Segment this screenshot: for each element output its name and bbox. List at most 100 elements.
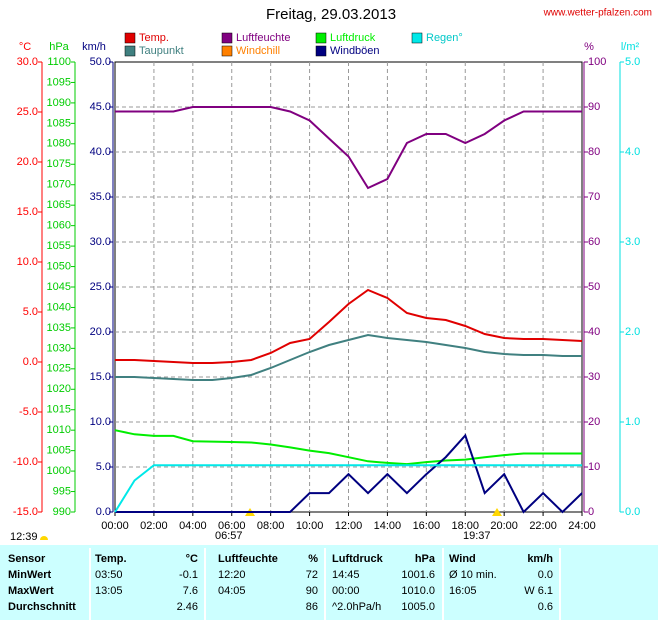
table-header: Luftdruck [332, 553, 384, 565]
table-header: Wind [449, 553, 476, 565]
y-tick-label: 1045 [47, 281, 71, 293]
x-tick-label: 20:00 [490, 520, 518, 532]
y-tick-label: 10.0 [90, 416, 111, 428]
table-cell: Ø 10 min. [449, 569, 497, 581]
table-cell: 90 [306, 585, 318, 597]
x-tick-label: 18:00 [451, 520, 479, 532]
table-cell: 1005.0 [401, 601, 435, 613]
row-label: MaxWert [8, 585, 54, 597]
y-tick-label: 0.0 [23, 356, 38, 368]
series-line [115, 106, 582, 190]
x-tick-label: 00:00 [101, 520, 129, 532]
table-cell: -0.1 [179, 569, 198, 581]
y-tick-label: 1040 [47, 301, 71, 313]
x-tick-label: 24:00 [568, 520, 596, 532]
y-tick-label: 1.0 [625, 416, 640, 428]
legend-label: Windchill [236, 45, 280, 57]
table-header: Sensor [8, 553, 46, 565]
legend-swatch [221, 45, 233, 57]
y-tick-label: 10 [588, 461, 600, 473]
x-tick-label: 08:00 [257, 520, 285, 532]
series-line [114, 464, 582, 513]
table-cell: W 6.1 [524, 585, 553, 597]
y-tick-label: 1080 [47, 138, 71, 150]
y-tick-label: 50.0 [90, 56, 111, 68]
table-cell: 13:05 [95, 585, 123, 597]
x-tick-label: 02:00 [140, 520, 168, 532]
y-tick-label: 3.0 [625, 236, 640, 248]
y-tick-label: 1000 [47, 465, 71, 477]
table-cell: 0.6 [538, 601, 553, 613]
series-line [115, 333, 582, 381]
moon-label: 12:39 [10, 531, 38, 543]
axis-unit: hPa [49, 41, 69, 53]
x-tick-label: 22:00 [529, 520, 557, 532]
table-cell: 86 [306, 601, 318, 613]
y-tick-label: 50 [588, 281, 600, 293]
y-tick-label: 1010 [47, 424, 71, 436]
y-tick-label: 20 [588, 416, 600, 428]
legend-swatch [124, 32, 136, 44]
y-tick-label: 4.0 [625, 146, 640, 158]
y-tick-label: 1005 [47, 445, 71, 457]
y-tick-label: 90 [588, 101, 600, 113]
legend-swatch [411, 32, 423, 44]
series-line [114, 429, 582, 466]
y-tick-label: 990 [53, 506, 71, 518]
y-tick-label: 15.0 [90, 371, 111, 383]
legend-label: Temp. [139, 32, 169, 44]
table-cell: 0.0 [538, 569, 553, 581]
y-tick-label: 5.0 [625, 56, 640, 68]
y-tick-label: 20.0 [90, 326, 111, 338]
x-tick-label: 04:00 [179, 520, 207, 532]
y-tick-label: 2.0 [625, 326, 640, 338]
y-tick-label: 0 [588, 506, 594, 518]
y-tick-label: 30.0 [90, 236, 111, 248]
y-tick-label: 1090 [47, 97, 71, 109]
legend-swatch [124, 45, 136, 57]
table-header: km/h [527, 553, 553, 565]
y-tick-label: 1070 [47, 179, 71, 191]
x-tick-label: 06:00 [218, 520, 246, 532]
y-tick-label: -15.0 [13, 506, 38, 518]
legend-label: Taupunkt [139, 45, 184, 57]
table-cell: 2.46 [177, 601, 198, 613]
y-tick-label: 1055 [47, 240, 71, 252]
y-tick-label: 1075 [47, 158, 71, 170]
row-label: Durchschnitt [8, 601, 76, 613]
y-tick-label: 1020 [47, 383, 71, 395]
series-line [115, 433, 583, 514]
y-tick-label: -5.0 [19, 406, 38, 418]
y-tick-label: 1095 [47, 76, 71, 88]
y-tick-label: 1025 [47, 363, 71, 375]
y-tick-label: 0.0 [625, 506, 640, 518]
y-tick-label: -10.0 [13, 456, 38, 468]
table-header: hPa [415, 553, 436, 565]
x-tick-label: 16:00 [413, 520, 441, 532]
source: www.wetter-pfalzen.com [543, 8, 652, 19]
table-cell: 1010.0 [401, 585, 435, 597]
axis-unit: °C [19, 41, 31, 53]
axis-unit: % [584, 41, 594, 53]
y-tick-label: 80 [588, 146, 600, 158]
x-tick-label: 10:00 [296, 520, 324, 532]
y-tick-label: 995 [53, 485, 71, 497]
sunrise-label: 06:57 [215, 530, 243, 542]
y-tick-label: 25.0 [17, 106, 38, 118]
moon-icon [40, 536, 48, 540]
y-tick-label: 1050 [47, 260, 71, 272]
y-tick-label: 70 [588, 191, 600, 203]
y-tick-label: 1100 [47, 56, 71, 68]
y-tick-label: 1065 [47, 199, 71, 211]
y-tick-label: 5.0 [96, 461, 111, 473]
y-tick-label: 10.0 [17, 256, 38, 268]
y-tick-label: 1035 [47, 322, 71, 334]
y-tick-label: 100 [588, 56, 606, 68]
sunset-label: 19:37 [463, 530, 491, 542]
y-tick-label: 0.0 [96, 506, 111, 518]
legend-label: Luftfeuchte [236, 32, 290, 44]
sunset-icon [492, 508, 502, 516]
y-tick-label: 30 [588, 371, 600, 383]
legend-label: Luftdruck [330, 32, 376, 44]
